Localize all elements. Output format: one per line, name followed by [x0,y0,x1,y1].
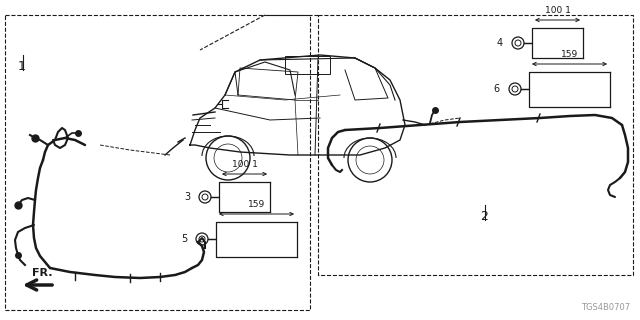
Bar [318,15,633,275]
Text: 4: 4 [497,38,503,48]
Text: 100 1: 100 1 [232,160,257,169]
Text: 2: 2 [480,210,488,223]
Text: 159: 159 [248,200,265,209]
Text: TGS4B0707: TGS4B0707 [581,303,630,312]
Text: 100 1: 100 1 [545,6,570,15]
Text: 159: 159 [561,50,578,59]
Text: 6: 6 [494,84,500,94]
Text: 3: 3 [184,192,190,202]
Text: 5: 5 [180,234,187,244]
Text: 1: 1 [18,60,26,73]
Text: FR.: FR. [32,268,52,278]
Bar [285,56,330,74]
Bar [5,15,310,310]
